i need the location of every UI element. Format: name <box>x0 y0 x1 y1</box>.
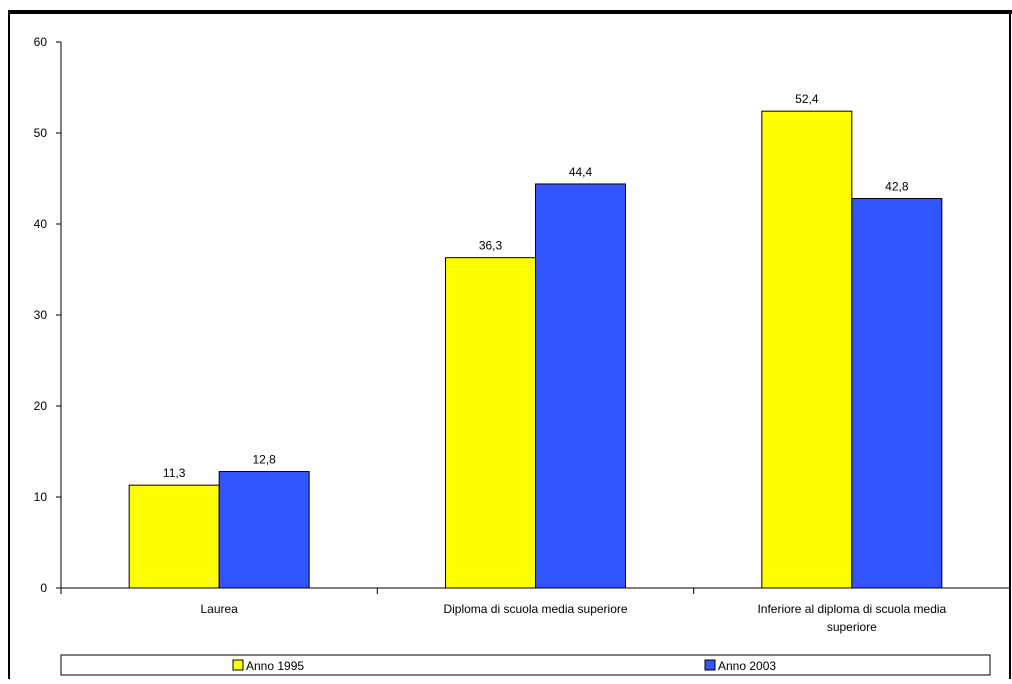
y-tick-label: 20 <box>34 399 48 413</box>
category-label-line: superiore <box>827 620 877 634</box>
data-label: 12,8 <box>252 453 276 467</box>
y-tick-label: 50 <box>34 126 48 140</box>
y-tick-label: 60 <box>34 35 48 49</box>
legend: Anno 1995 Anno 2003 <box>60 654 991 676</box>
bar <box>128 484 220 589</box>
bars-layer <box>128 110 943 589</box>
labels-layer: 11,3 12,8 Laurea 36,3 44,4 Diploma di scuola … <box>163 92 947 634</box>
data-label: 11,3 <box>163 466 186 480</box>
data-label: 44,4 <box>569 165 593 179</box>
legend-label: Anno 2003 <box>718 659 776 673</box>
data-label: 52,4 <box>795 92 819 106</box>
y-tick-label: 30 <box>34 308 48 322</box>
y-tick-label: 40 <box>34 217 48 231</box>
bar <box>761 110 853 589</box>
bar <box>218 471 310 589</box>
legend-box <box>60 654 991 676</box>
y-tick-label: 10 <box>34 490 48 504</box>
data-label: 42,8 <box>885 180 909 194</box>
bar <box>535 183 626 589</box>
data-label: 36,3 <box>479 239 503 253</box>
legend-swatch <box>232 659 244 671</box>
category-label-line: Diploma di scuola media superiore <box>443 602 627 616</box>
category-label: Diploma di scuola media superiore <box>443 602 627 616</box>
category-label: Inferiore al diploma di scuola media supe… <box>757 602 946 634</box>
legend-label: Anno 1995 <box>246 659 304 673</box>
y-tick-label: 0 <box>40 581 47 595</box>
bar <box>445 257 536 589</box>
bar <box>851 198 943 589</box>
category-label-line: Laurea <box>200 602 238 616</box>
legend-swatch <box>704 659 716 671</box>
category-label-line: Inferiore al diploma di scuola media <box>757 602 946 616</box>
category-label: Laurea <box>200 602 238 616</box>
